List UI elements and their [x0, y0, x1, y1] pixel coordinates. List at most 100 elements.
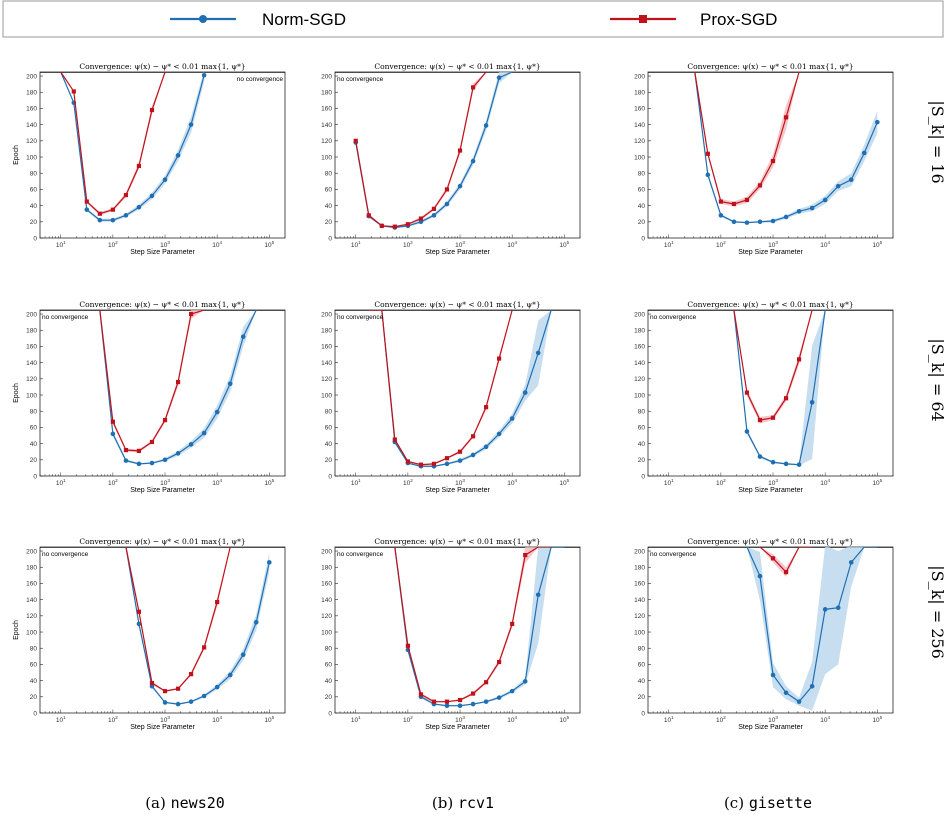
prox-sgd-point — [457, 697, 463, 703]
norm-sgd-point — [457, 183, 463, 189]
y-tick-label: 200 — [321, 73, 332, 80]
row-labels: |S_k| = 16 |S_k| = 64 |S_k| = 256 — [928, 100, 947, 658]
y-tick-label: 80 — [638, 409, 646, 416]
norm-sgd-point — [444, 461, 450, 467]
x-tick-label: 105 — [264, 240, 274, 249]
norm-sgd-point — [188, 442, 194, 447]
prox-sgd-point — [757, 183, 763, 188]
norm-sgd-point — [757, 573, 763, 579]
row-label-256: |S_k| = 256 — [928, 565, 947, 659]
x-tick-label: 101 — [56, 715, 66, 724]
prox-sgd-point — [444, 699, 450, 704]
norm-sgd-point — [162, 457, 168, 463]
x-tick-label: 105 — [559, 715, 569, 724]
x-tick-label: 102 — [403, 715, 413, 724]
y-tick-label: 100 — [26, 392, 37, 399]
y-tick-label: 80 — [325, 171, 333, 178]
x-tick-label: 103 — [768, 478, 778, 487]
prox-sgd-point — [744, 197, 750, 203]
x-tick-label: 105 — [264, 715, 274, 724]
norm-sgd-point — [770, 672, 776, 678]
y-tick-label: 100 — [321, 154, 332, 161]
norm-sgd-line — [394, 547, 565, 707]
x-tick-label: 103 — [455, 240, 465, 249]
norm-sgd-point — [240, 334, 246, 340]
prox-sgd-point — [510, 621, 515, 627]
y-tick-label: 160 — [26, 344, 37, 351]
y-tick-label: 20 — [325, 219, 333, 226]
norm-sgd-point — [783, 214, 789, 220]
prox-sgd-point — [431, 206, 437, 211]
y-tick-label: 40 — [30, 441, 38, 448]
norm-sgd-point — [267, 560, 272, 565]
panel-title: Convergence: ψ(x) − ψ* < 0.01 max{1, ψ*} — [79, 537, 245, 546]
y-tick-label: 160 — [634, 344, 645, 351]
plot-area — [647, 71, 894, 239]
series-group — [40, 547, 285, 707]
y-tick-label: 80 — [638, 646, 646, 653]
x-tick-label: 104 — [820, 478, 830, 487]
prox-sgd-point — [405, 459, 410, 464]
x-tick-label: 101 — [56, 240, 66, 249]
y-tick-label: 40 — [325, 678, 333, 685]
norm-sgd-point — [848, 560, 854, 565]
x-tick-label: 105 — [872, 240, 882, 249]
row-label-16: |S_k| = 16 — [928, 100, 947, 183]
series-group — [335, 310, 580, 469]
y-tick-label: 160 — [321, 106, 332, 113]
y-tick-label: 0 — [641, 710, 645, 717]
norm-sgd-point — [809, 205, 815, 211]
y-tick-label: 180 — [26, 90, 37, 97]
x-tick-label: 103 — [768, 715, 778, 724]
x-axis-label: Step Size Parameter — [130, 724, 195, 731]
prox-sgd-point — [149, 439, 155, 445]
y-tick-label: 80 — [30, 646, 38, 653]
panel-title: Convergence: ψ(x) − ψ* < 0.01 max{1, ψ*} — [687, 300, 853, 309]
norm-sgd-point — [522, 390, 528, 395]
x-tick-label: 102 — [716, 240, 726, 249]
x-tick-label: 102 — [108, 715, 118, 724]
series-group — [40, 310, 285, 467]
prox-sgd-point — [97, 211, 102, 216]
prox-sgd-point — [84, 199, 89, 204]
plot-area — [39, 546, 286, 714]
y-tick-label: 100 — [26, 154, 37, 161]
prox-sgd-point — [770, 556, 776, 561]
prox-sgd-point — [202, 645, 207, 650]
prox-sgd-point — [405, 643, 410, 648]
x-tick-label: 103 — [160, 240, 170, 249]
prox-sgd-point — [718, 199, 723, 204]
prox-sgd-band — [694, 72, 800, 207]
prox-sgd-point — [149, 107, 155, 113]
y-tick-label: 40 — [638, 203, 646, 210]
y-tick-label: 20 — [30, 694, 38, 701]
norm-sgd-point — [201, 430, 207, 436]
panel-title: Convergence: ψ(x) − ψ* < 0.01 max{1, ψ*} — [687, 62, 853, 71]
norm-sgd-point — [214, 409, 220, 415]
y-tick-label: 140 — [634, 360, 645, 367]
y-tick-label: 60 — [30, 425, 38, 432]
y-tick-label: 120 — [321, 138, 332, 145]
panel-grid: Convergence: ψ(x) − ψ* < 0.01 max{1, ψ*}… — [13, 62, 894, 731]
y-tick-label: 40 — [30, 203, 38, 210]
series-group — [648, 310, 893, 467]
norm-sgd-point — [227, 381, 233, 386]
prox-sgd-point — [175, 686, 181, 691]
prox-sgd-point — [523, 552, 528, 558]
x-tick-label: 104 — [820, 240, 830, 249]
norm-sgd-point — [201, 693, 207, 699]
y-tick-label: 200 — [26, 73, 37, 80]
panel-title: Convergence: ψ(x) − ψ* < 0.01 max{1, ψ*} — [374, 62, 540, 71]
no-convergence-label: no convergence — [42, 551, 89, 558]
prox-sgd-point — [470, 691, 476, 696]
prox-sgd-point — [71, 89, 76, 94]
y-tick-label: 160 — [321, 344, 332, 351]
x-tick-label: 101 — [351, 240, 361, 249]
x-tick-label: 104 — [507, 240, 517, 249]
plot-area — [647, 546, 894, 714]
plot-area — [39, 309, 286, 477]
x-tick-label: 104 — [212, 240, 222, 249]
y-tick-label: 180 — [634, 565, 645, 572]
panel-news20-256: Convergence: ψ(x) − ψ* < 0.01 max{1, ψ*}… — [13, 537, 286, 731]
